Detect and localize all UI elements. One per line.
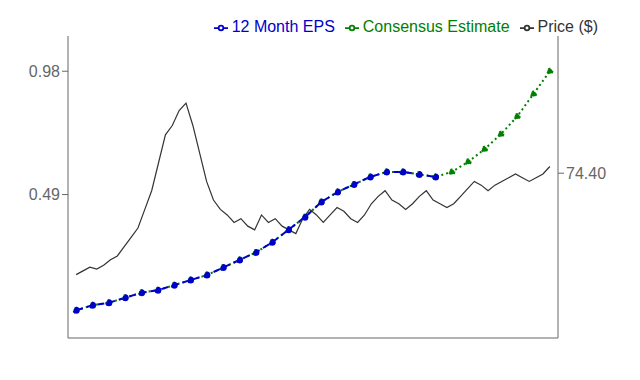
svg-text:0.98: 0.98 [29, 63, 60, 80]
svg-text:74.40: 74.40 [566, 165, 606, 182]
html-text:12 Month EPS: 12 Month EPS [231, 18, 335, 35]
html-text:Price ($): Price ($) [537, 18, 598, 35]
html-text:Consensus Estimate: Consensus Estimate [362, 18, 510, 35]
svg-text:0.49: 0.49 [29, 186, 60, 203]
